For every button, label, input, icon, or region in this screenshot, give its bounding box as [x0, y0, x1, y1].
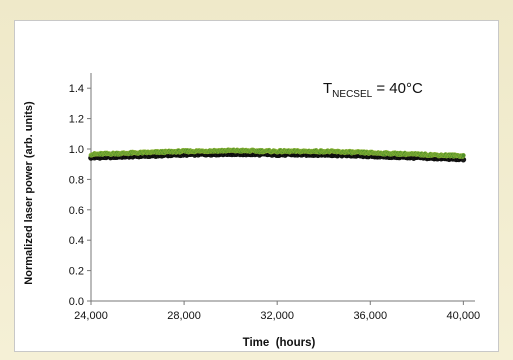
x-tick-label: 28,000 [167, 310, 201, 322]
y-tick-label: 1.2 [69, 114, 84, 126]
annotation-rest: = 40°C [372, 80, 423, 97]
series-markers [88, 147, 466, 159]
y-tick-label: 0.6 [69, 205, 84, 217]
y-tick-label: 0.8 [69, 174, 84, 186]
y-tick-label: 0.4 [69, 235, 84, 247]
x-tick-label: 32,000 [260, 310, 294, 322]
x-tick-label: 36,000 [353, 310, 387, 322]
y-tick-label: 0.2 [69, 266, 84, 278]
data-point [460, 152, 466, 158]
x-axis-label: Time (hours) [243, 337, 316, 349]
annotation-subscript: NECSEL [332, 89, 372, 100]
annotation-main: T [323, 80, 332, 97]
y-axis-label: Normalized laser power (arb. units) [23, 101, 35, 285]
y-tick-label: 0.0 [69, 296, 84, 308]
axes: 0.0 0.2 0.4 0.6 0.8 1.0 1.2 1.4 24,000 28,000 32,0… [69, 73, 480, 322]
chart-frame: 0.0 0.2 0.4 0.6 0.8 1.0 1.2 1.4 24,000 28,000 32,0… [14, 20, 499, 352]
temperature-annotation: TNECSEL = 40°C [323, 80, 423, 100]
plot-points [88, 147, 467, 163]
x-tick-label: 24,000 [74, 310, 108, 322]
chart: 0.0 0.2 0.4 0.6 0.8 1.0 1.2 1.4 24,000 28,000 32,0… [23, 73, 480, 349]
y-tick-label: 1.4 [69, 83, 84, 95]
x-tick-label: 40,000 [447, 310, 481, 322]
y-tick-label: 1.0 [69, 144, 84, 156]
